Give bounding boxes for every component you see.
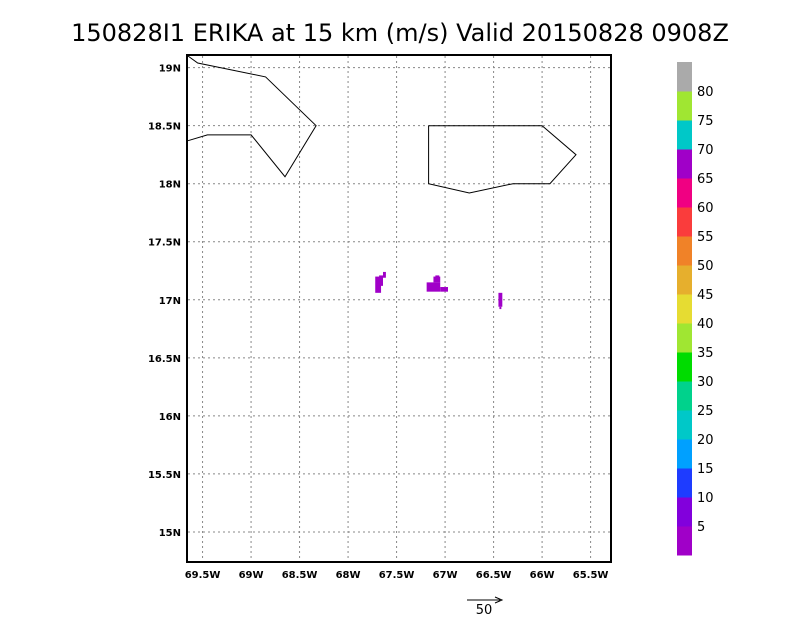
colorbar-label: 20 [697, 433, 714, 448]
colorbar-swatch [677, 352, 692, 382]
y-tick-label: 16N [159, 412, 181, 423]
wind-speed-cell [440, 287, 448, 292]
x-tick-label: 67.5W [379, 570, 415, 581]
y-tick-label: 15N [159, 528, 181, 539]
wind-speed-cell [426, 282, 441, 292]
y-tick-label: 17N [159, 296, 181, 307]
figure-title: 150828I1 ERIKA at 15 km (m/s) Valid 2015… [71, 19, 729, 47]
wind-speed-cell [379, 275, 383, 286]
map-frame [186, 54, 612, 563]
colorbar-swatch [677, 120, 692, 150]
colorbar-label: 75 [697, 114, 714, 129]
wind-speed-cell [382, 271, 386, 278]
wind-speed-cells [375, 271, 503, 310]
colorbar-label: 70 [697, 143, 714, 158]
colorbar-label: 25 [697, 404, 714, 419]
coastlines [187, 55, 577, 194]
y-tick-label: 18N [159, 180, 181, 191]
x-tick-label: 69.5W [185, 570, 221, 581]
wind-speed-cell [499, 306, 502, 310]
coastline [428, 125, 577, 194]
x-tick-label: 65.5W [573, 570, 609, 581]
colorbar-label: 15 [697, 462, 714, 477]
x-tick-label: 66W [530, 570, 555, 581]
colorbar-label: 50 [697, 259, 714, 274]
colorbar-swatch [677, 497, 692, 527]
arrow-head-icon [494, 596, 504, 604]
colorbar-swatch [677, 91, 692, 121]
colorbar-label: 35 [697, 346, 714, 361]
x-tick-label: 68W [336, 570, 361, 581]
colorbar-swatch [677, 439, 692, 469]
x-tick-label: 67W [433, 570, 458, 581]
colorbar-label: 60 [697, 201, 714, 216]
reference-vector-label: 50 [476, 603, 493, 618]
y-tick-label: 19N [159, 64, 181, 75]
colorbar-label: 65 [697, 172, 714, 187]
colorbar-label: 10 [697, 491, 714, 506]
y-tick-label: 15.5N [148, 470, 181, 481]
lat-lon-grid [188, 56, 610, 561]
colorbar-swatch [677, 62, 692, 92]
x-tick-label: 69W [239, 570, 264, 581]
colorbar-label: 5 [697, 520, 705, 535]
x-tick-label: 68.5W [282, 570, 318, 581]
colorbar-swatch [677, 381, 692, 411]
colorbar: 5 10 15 20 25 30 35 40 45 50 55 60 65 70 75 80 [677, 62, 714, 556]
colorbar-swatch [677, 178, 692, 208]
colorbar-label: 30 [697, 375, 714, 390]
colorbar-swatch [677, 323, 692, 353]
coastline [187, 55, 317, 178]
colorbar-swatch [677, 207, 692, 237]
colorbar-swatch [677, 265, 692, 295]
y-tick-label: 16.5N [148, 354, 181, 365]
colorbar-label: 45 [697, 288, 714, 303]
colorbar-swatch [677, 468, 692, 498]
colorbar-label: 80 [697, 85, 714, 100]
x-tick-label: 66.5W [476, 570, 512, 581]
wind-speed-cell [435, 275, 440, 278]
wind-speed-cell [375, 276, 382, 293]
longitude-tick-labels: 69.5W 69W 68.5W 68W 67.5W 67W 66.5W 66W 65.5W [185, 570, 609, 581]
colorbar-swatch [677, 410, 692, 440]
colorbar-swatch [677, 294, 692, 324]
y-tick-label: 17.5N [148, 238, 181, 249]
wind-speed-cell [433, 276, 441, 283]
colorbar-label: 55 [697, 230, 714, 245]
wind-speed-cell [498, 292, 503, 307]
vector-scale-legend: 50 [467, 596, 504, 618]
colorbar-swatch [677, 149, 692, 179]
colorbar-swatch [677, 526, 692, 556]
colorbar-label: 40 [697, 317, 714, 332]
y-tick-label: 18.5N [148, 122, 181, 133]
colorbar-swatch [677, 236, 692, 266]
latitude-tick-labels: 19N 18.5N 18N 17.5N 17N 16.5N 16N 15.5N 15N [148, 64, 181, 539]
